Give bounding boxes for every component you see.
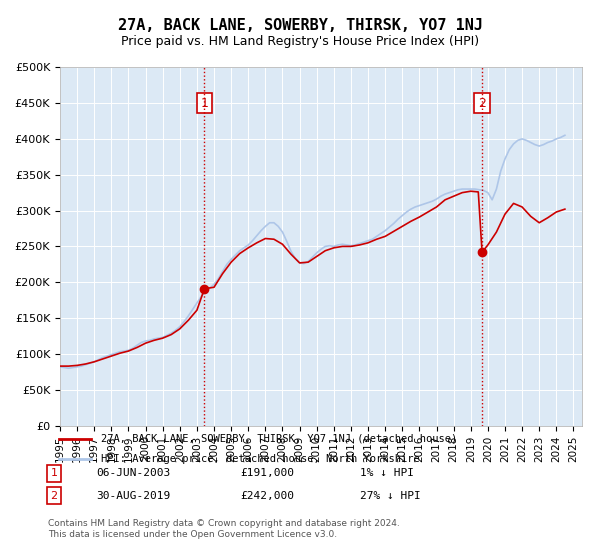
Text: 1% ↓ HPI: 1% ↓ HPI [360, 468, 414, 478]
Text: 2: 2 [478, 96, 486, 110]
Text: £242,000: £242,000 [240, 491, 294, 501]
Text: 27A, BACK LANE, SOWERBY, THIRSK, YO7 1NJ (detached house): 27A, BACK LANE, SOWERBY, THIRSK, YO7 1NJ… [101, 434, 458, 444]
Text: £191,000: £191,000 [240, 468, 294, 478]
Text: 06-JUN-2003: 06-JUN-2003 [96, 468, 170, 478]
Text: Price paid vs. HM Land Registry's House Price Index (HPI): Price paid vs. HM Land Registry's House … [121, 35, 479, 49]
Text: 1: 1 [50, 468, 58, 478]
Text: 27A, BACK LANE, SOWERBY, THIRSK, YO7 1NJ: 27A, BACK LANE, SOWERBY, THIRSK, YO7 1NJ [118, 18, 482, 32]
Text: 30-AUG-2019: 30-AUG-2019 [96, 491, 170, 501]
Text: HPI: Average price, detached house, North Yorkshire: HPI: Average price, detached house, Nort… [101, 454, 420, 464]
Text: 27% ↓ HPI: 27% ↓ HPI [360, 491, 421, 501]
Text: 1: 1 [200, 96, 208, 110]
Text: 2: 2 [50, 491, 58, 501]
Text: Contains HM Land Registry data © Crown copyright and database right 2024.
This d: Contains HM Land Registry data © Crown c… [48, 520, 400, 539]
